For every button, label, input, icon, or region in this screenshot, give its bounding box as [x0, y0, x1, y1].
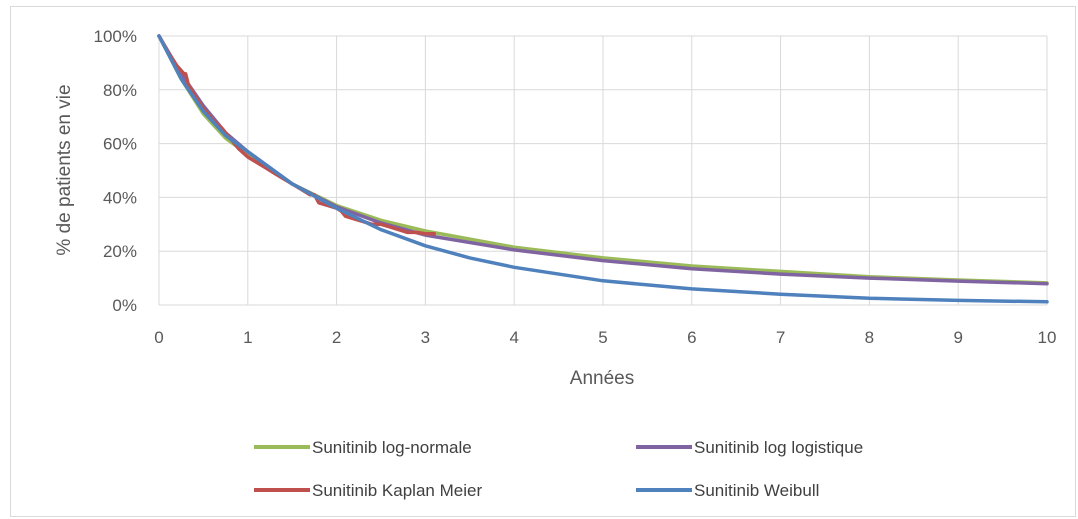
x-tick-label: 4: [509, 328, 518, 347]
y-tick-label: 100%: [94, 27, 137, 46]
y-tick-label: 0%: [112, 296, 137, 315]
series-line-2: [157, 34, 437, 236]
series-line-3: [157, 34, 1049, 304]
x-tick-label: 5: [598, 328, 607, 347]
y-tick-label: 40%: [103, 188, 137, 207]
legend: Sunitinib log-normale Sunitinib log logis…: [254, 438, 863, 500]
y-axis-ticks: 0% 20% 40% 60% 80% 100%: [94, 27, 137, 315]
legend-label: Sunitinib log logistique: [694, 438, 863, 457]
x-tick-label: 2: [332, 328, 341, 347]
y-tick-label: 20%: [103, 242, 137, 261]
x-tick-label: 8: [865, 328, 874, 347]
x-tick-label: 1: [243, 328, 252, 347]
x-tick-label: 6: [687, 328, 696, 347]
x-tick-label: 10: [1038, 328, 1057, 347]
x-tick-label: 0: [154, 328, 163, 347]
grid-layer: [158, 35, 1048, 306]
y-axis-title: % de patients en vie: [54, 84, 75, 255]
x-axis-ticks: 0 1 2 3 4 5 6 7 8 9 10: [154, 328, 1056, 347]
series-line-0: [157, 34, 1049, 285]
legend-label: Sunitinib Weibull: [694, 481, 819, 500]
x-tick-label: 3: [421, 328, 430, 347]
y-tick-label: 80%: [103, 81, 137, 100]
legend-label: Sunitinib log-normale: [312, 438, 472, 457]
x-tick-label: 7: [776, 328, 785, 347]
x-axis-title: Années: [570, 368, 634, 389]
legend-label: Sunitinib Kaplan Meier: [312, 481, 482, 500]
y-tick-label: 60%: [103, 135, 137, 154]
x-tick-label: 9: [953, 328, 962, 347]
series-layer: [157, 34, 1049, 304]
